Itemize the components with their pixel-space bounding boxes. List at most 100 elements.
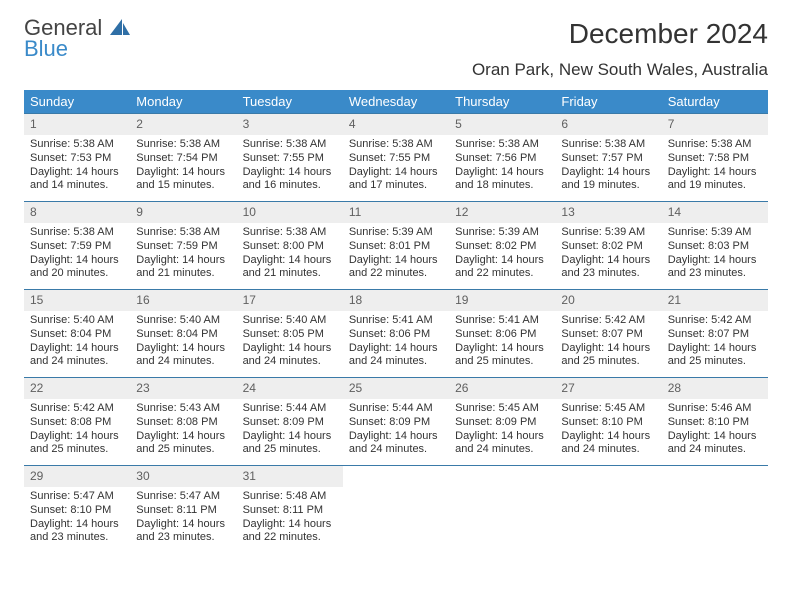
logo-text: General Blue <box>24 18 130 60</box>
day-number-cell: 4 <box>343 114 449 136</box>
daylight-line: Daylight: 14 hours and 17 minutes. <box>349 166 438 192</box>
sunrise-line: Sunrise: 5:45 AM <box>561 402 645 414</box>
daylight-line: Daylight: 14 hours and 24 minutes. <box>455 430 544 456</box>
sunset-line: Sunset: 8:04 PM <box>136 328 217 340</box>
sunrise-line: Sunrise: 5:40 AM <box>136 314 220 326</box>
sunrise-line: Sunrise: 5:40 AM <box>30 314 114 326</box>
day-detail-cell: Sunrise: 5:44 AM Sunset: 8:09 PM Daylight:… <box>237 399 343 466</box>
day-detail-cell: Sunrise: 5:39 AMSunset: 8:03 PMDaylight:… <box>662 223 768 290</box>
daylight-line: Daylight: 14 hours and 23 minutes. <box>561 254 650 280</box>
day-header: Monday <box>130 90 236 114</box>
daylight-line: Daylight: 14 hours and 25 minutes. <box>561 342 650 368</box>
sunset-line: Sunset: 8:00 PM <box>243 240 324 252</box>
day-number-row: 1234567 <box>24 114 768 136</box>
sunrise-line: Sunrise: 5:38 AM <box>243 138 327 150</box>
sunset-line: Sunset: 8:07 PM <box>668 328 749 340</box>
day-number-row: 891011121314 <box>24 202 768 224</box>
day-detail-cell <box>555 487 661 553</box>
sunrise-line: Sunrise: 5:45 AM <box>455 402 539 414</box>
day-number-cell: 29 <box>24 466 130 488</box>
day-number-cell: 24 <box>237 378 343 400</box>
sunrise-line: Sunrise: 5:42 AM <box>30 402 114 414</box>
sunrise-line: Sunrise: 5:47 AM <box>136 490 220 502</box>
day-detail-cell <box>449 487 555 553</box>
day-number-cell <box>662 466 768 488</box>
sunrise-line: Sunrise: 5:41 AM <box>455 314 539 326</box>
day-detail-cell: Sunrise: 5:38 AMSunset: 7:58 PMDaylight:… <box>662 135 768 202</box>
daylight-line: Daylight: 14 hours and 22 minutes. <box>349 254 438 280</box>
daylight-line: Daylight: 14 hours and 25 minutes. <box>30 430 119 456</box>
day-header-row: SundayMondayTuesdayWednesdayThursdayFrid… <box>24 90 768 114</box>
day-detail-row: Sunrise: 5:40 AM Sunset: 8:04 PM Daylight:… <box>24 311 768 378</box>
day-detail-cell: Sunrise: 5:41 AMSunset: 8:06 PMDaylight:… <box>343 311 449 378</box>
day-detail-cell: Sunrise: 5:43 AMSunset: 8:08 PMDaylight:… <box>130 399 236 466</box>
day-detail-cell: Sunrise: 5:41 AMSunset: 8:06 PMDaylight:… <box>449 311 555 378</box>
day-detail-cell <box>343 487 449 553</box>
day-header: Wednesday <box>343 90 449 114</box>
sunset-line: Sunset: 8:10 PM <box>668 416 749 428</box>
sunset-line: Sunset: 8:09 PM <box>455 416 536 428</box>
sunset-line: Sunset: 8:10 PM <box>561 416 642 428</box>
day-detail-row: Sunrise: 5:38 AMSunset: 7:53 PMDaylight:… <box>24 135 768 202</box>
daylight-line: Daylight: 14 hours and 23 minutes. <box>668 254 757 280</box>
sunset-line: Sunset: 8:05 PM <box>243 328 324 340</box>
daylight-line: Daylight: 14 hours and 24 minutes. <box>349 342 438 368</box>
day-number-cell: 28 <box>662 378 768 400</box>
day-detail-cell: Sunrise: 5:38 AMSunset: 7:55 PMDaylight:… <box>343 135 449 202</box>
daylight-line: Daylight: 14 hours and 14 minutes. <box>30 166 119 192</box>
sunset-line: Sunset: 7:58 PM <box>668 152 749 164</box>
sunset-line: Sunset: 8:08 PM <box>30 416 111 428</box>
sunset-line: Sunset: 8:02 PM <box>455 240 536 252</box>
day-header: Sunday <box>24 90 130 114</box>
sunrise-line: Sunrise: 5:38 AM <box>136 138 220 150</box>
daylight-line: Daylight: 14 hours and 22 minutes. <box>243 518 332 544</box>
day-number-cell: 21 <box>662 290 768 312</box>
day-detail-cell: Sunrise: 5:42 AMSunset: 8:07 PMDaylight:… <box>662 311 768 378</box>
day-number-cell: 7 <box>662 114 768 136</box>
day-number-cell: 25 <box>343 378 449 400</box>
day-detail-cell: Sunrise: 5:42 AMSunset: 8:07 PMDaylight:… <box>555 311 661 378</box>
sunset-line: Sunset: 8:11 PM <box>243 504 324 516</box>
day-number-cell: 16 <box>130 290 236 312</box>
day-detail-cell: Sunrise: 5:39 AMSunset: 8:01 PMDaylight:… <box>343 223 449 290</box>
sunrise-line: Sunrise: 5:42 AM <box>561 314 645 326</box>
day-detail-cell: Sunrise: 5:40 AMSunset: 8:04 PMDaylight:… <box>24 311 130 378</box>
location-line: Oran Park, New South Wales, Australia <box>472 60 768 80</box>
sunset-line: Sunset: 8:08 PM <box>136 416 217 428</box>
daylight-line: Daylight: 14 hours and 18 minutes. <box>455 166 544 192</box>
sunrise-line: Sunrise: 5:38 AM <box>668 138 752 150</box>
daylight-line: Daylight: 14 hours and 25 minutes. <box>668 342 757 368</box>
sunset-line: Sunset: 8:09 PM <box>243 416 324 428</box>
sunset-line: Sunset: 7:55 PM <box>243 152 324 164</box>
daylight-line: Daylight: 14 hours and 24 minutes. <box>668 430 757 456</box>
sunrise-line: Sunrise: 5:46 AM <box>668 402 752 414</box>
sunrise-line: Sunrise: 5:44 AM <box>243 402 327 414</box>
daylight-line: Daylight: 14 hours and 20 minutes. <box>30 254 119 280</box>
daylight-line: Daylight: 14 hours and 25 minutes. <box>243 430 332 456</box>
day-number-cell: 10 <box>237 202 343 224</box>
day-number-cell: 15 <box>24 290 130 312</box>
header-right: December 2024 Oran Park, New South Wales… <box>472 18 768 80</box>
sunset-line: Sunset: 7:57 PM <box>561 152 642 164</box>
day-detail-cell: Sunrise: 5:44 AMSunset: 8:09 PMDaylight:… <box>343 399 449 466</box>
day-detail-row: Sunrise: 5:47 AMSunset: 8:10 PMDaylight:… <box>24 487 768 553</box>
day-detail-cell: Sunrise: 5:38 AMSunset: 8:00 PMDaylight:… <box>237 223 343 290</box>
sunrise-line: Sunrise: 5:38 AM <box>243 226 327 238</box>
daylight-line: Daylight: 14 hours and 22 minutes. <box>455 254 544 280</box>
day-detail-cell: Sunrise: 5:45 AM Sunset: 8:09 PM Daylight:… <box>449 399 555 466</box>
day-detail-cell: Sunrise: 5:38 AMSunset: 7:59 PMDaylight:… <box>24 223 130 290</box>
day-number-cell: 2 <box>130 114 236 136</box>
day-number-cell: 6 <box>555 114 661 136</box>
day-number-cell: 22 <box>24 378 130 400</box>
day-detail-cell: Sunrise: 5:38 AMSunset: 7:54 PMDaylight:… <box>130 135 236 202</box>
day-detail-cell: Sunrise: 5:39 AMSunset: 8:02 PMDaylight:… <box>449 223 555 290</box>
day-detail-cell: Sunrise: 5:46 AM Sunset: 8:10 PM Daylight:… <box>662 399 768 466</box>
day-header: Thursday <box>449 90 555 114</box>
day-detail-cell: Sunrise: 5:47 AMSunset: 8:10 PMDaylight:… <box>24 487 130 553</box>
day-number-cell <box>449 466 555 488</box>
daylight-line: Daylight: 14 hours and 23 minutes. <box>30 518 119 544</box>
day-header: Tuesday <box>237 90 343 114</box>
day-header: Saturday <box>662 90 768 114</box>
day-number-cell: 3 <box>237 114 343 136</box>
day-number-cell <box>343 466 449 488</box>
